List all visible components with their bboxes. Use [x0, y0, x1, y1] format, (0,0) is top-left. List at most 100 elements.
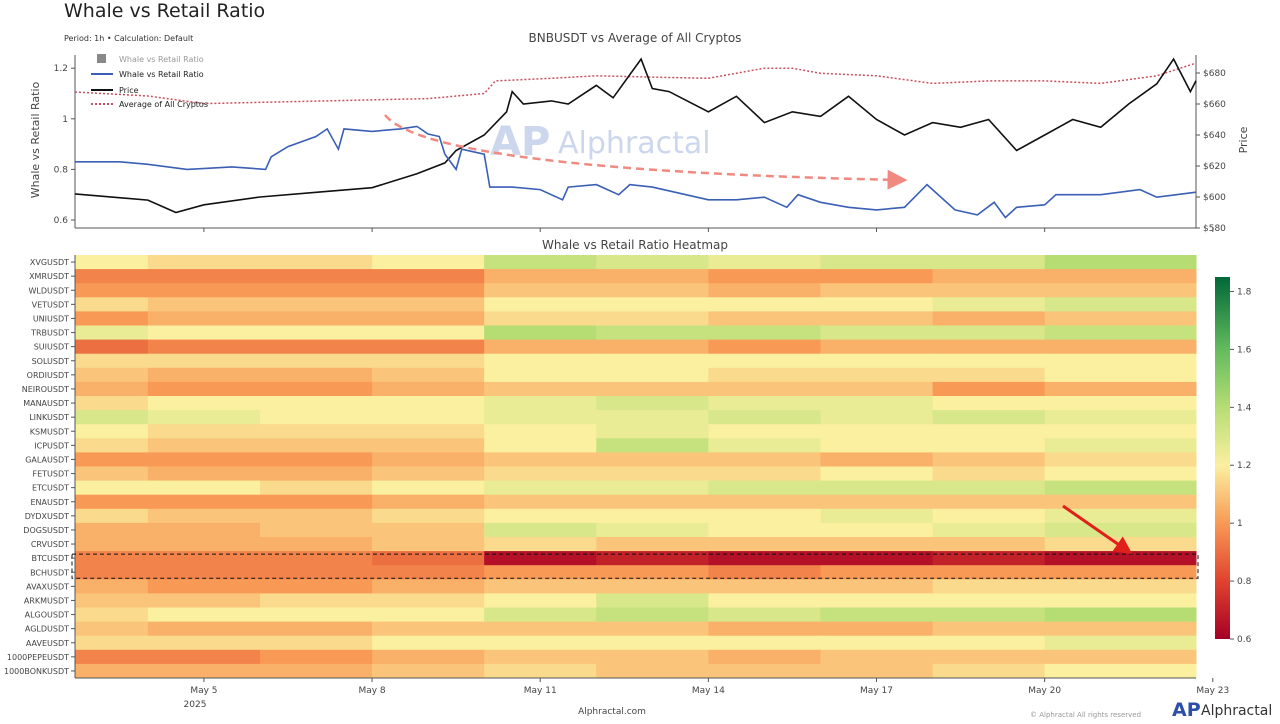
heatmap-cell — [708, 480, 821, 496]
colorbar-tick-label: 0.6 — [1237, 635, 1252, 645]
heatmap-cell — [75, 663, 149, 679]
row-label: SOLUSDT — [32, 357, 70, 366]
row-label: AGLDUSDT — [25, 625, 69, 634]
heatmap-cell — [372, 635, 485, 651]
legend[interactable]: Whale vs Retail Ratio Whale vs Retail Ra… — [91, 54, 208, 109]
heatmap-cell — [259, 494, 373, 510]
heatmap-cell — [372, 396, 485, 411]
heatmap-cell — [259, 466, 373, 482]
heatmap-cell — [1044, 297, 1197, 312]
heatmap-cell — [596, 494, 709, 510]
legend-item[interactable]: Whale vs Retail Ratio — [119, 55, 204, 64]
page-title: Whale vs Retail Ratio — [64, 0, 265, 22]
heatmap-cell — [147, 452, 261, 467]
heatmap-cell — [372, 649, 485, 665]
row-label: KSMUSDT — [30, 427, 69, 436]
heatmap-cell — [932, 424, 1046, 439]
heatmap-cell — [596, 452, 709, 467]
heatmap-cell — [1044, 522, 1197, 538]
heatmap-cell — [75, 649, 149, 665]
footer-site[interactable]: Alphractal.com — [578, 707, 646, 717]
heatmap-cell — [259, 551, 373, 566]
heatmap-cell — [1044, 494, 1197, 510]
heatmap-cell — [259, 410, 373, 425]
heatmap-cell — [259, 649, 373, 665]
heatmap-cell — [259, 339, 373, 355]
heatmap-cell — [932, 396, 1046, 411]
heatmap-cell — [372, 593, 485, 608]
row-label: ORDIUSDT — [27, 371, 69, 380]
heatmap-cell — [708, 508, 821, 524]
heatmap-cell — [484, 508, 597, 524]
heatmap-cell — [75, 410, 149, 425]
heatmap-cell — [147, 466, 261, 482]
heatmap-cell — [820, 551, 934, 566]
heatmap-cell — [484, 297, 597, 312]
heatmap-cell — [484, 339, 597, 355]
heatmap-cell — [708, 410, 821, 425]
line-chart: 0.6 0.8 1 1.2 $580 $600 $620 $640 $660 $680 — [54, 55, 1226, 234]
legend-item[interactable]: Price — [119, 86, 139, 95]
heatmap-cell — [932, 621, 1046, 637]
heatmap-cell — [484, 269, 597, 284]
heatmap-cell — [820, 396, 934, 411]
heatmap-cell — [259, 396, 373, 411]
heatmap-cell — [820, 424, 934, 439]
heatmap-cell — [708, 396, 821, 411]
heatmap-cell — [484, 381, 597, 397]
heatmap-cell — [484, 494, 597, 510]
heatmap-cell — [1044, 663, 1197, 679]
heatmap-cell — [1044, 353, 1197, 369]
heatmap-cell — [372, 353, 485, 369]
heatmap-cell — [484, 537, 597, 552]
heatmap-cell — [259, 593, 373, 608]
brand-logo-icon: AP — [1172, 699, 1201, 720]
heatmap-cell — [372, 410, 485, 425]
heatmap-cell — [147, 410, 261, 425]
heatmap-cell — [596, 353, 709, 369]
heatmap-cell — [596, 649, 709, 665]
heatmap-cell — [820, 367, 934, 383]
legend-item[interactable]: Average of All Cryptos — [119, 100, 208, 109]
watermark-logo-icon: AP — [490, 119, 550, 165]
heatmap-cell — [259, 621, 373, 637]
heatmap-cell — [596, 508, 709, 524]
heatmap-cell — [596, 663, 709, 679]
heatmap-cell — [596, 339, 709, 355]
heatmap-cell — [259, 325, 373, 341]
heatmap-cell — [75, 381, 149, 397]
heatmap-cell — [596, 381, 709, 397]
heatmap-cell — [596, 466, 709, 482]
heatmap-cell — [708, 353, 821, 369]
heatmap-cell — [708, 367, 821, 383]
heatmap-cell — [820, 283, 934, 298]
heatmap-cell — [75, 480, 149, 496]
heatmap-cell — [147, 565, 261, 580]
colorbar-tick-label: 1.2 — [1237, 461, 1251, 471]
heatmap-cell — [708, 663, 821, 679]
heatmap-cell — [820, 438, 934, 453]
row-label: TRBUSDT — [30, 329, 69, 338]
x-tick-label: May 5 — [190, 686, 217, 696]
heatmap-cell — [259, 269, 373, 284]
heatmap-cell — [147, 367, 261, 383]
heatmap-cell — [372, 297, 485, 312]
average-line — [74, 62, 1197, 105]
y2-tick-label: $660 — [1203, 100, 1226, 110]
colorbar — [1215, 277, 1230, 639]
heatmap-cell — [372, 607, 485, 623]
heatmap-cell — [75, 579, 149, 594]
heatmap-cell — [932, 325, 1046, 341]
heatmap-cell — [1044, 325, 1197, 341]
heatmap-cell — [259, 381, 373, 397]
colorbar-tick-label: 1.8 — [1237, 287, 1252, 297]
heatmap-cell — [75, 607, 149, 623]
watermark-text: Alphractal — [558, 126, 711, 161]
x-tick-label: May 11 — [524, 686, 557, 696]
heatmap-cell — [1044, 424, 1197, 439]
heatmap-cell — [75, 255, 149, 270]
legend-item[interactable]: Whale vs Retail Ratio — [119, 70, 204, 79]
heatmap-cell — [708, 593, 821, 608]
row-label: NEIROUSDT — [22, 385, 69, 394]
